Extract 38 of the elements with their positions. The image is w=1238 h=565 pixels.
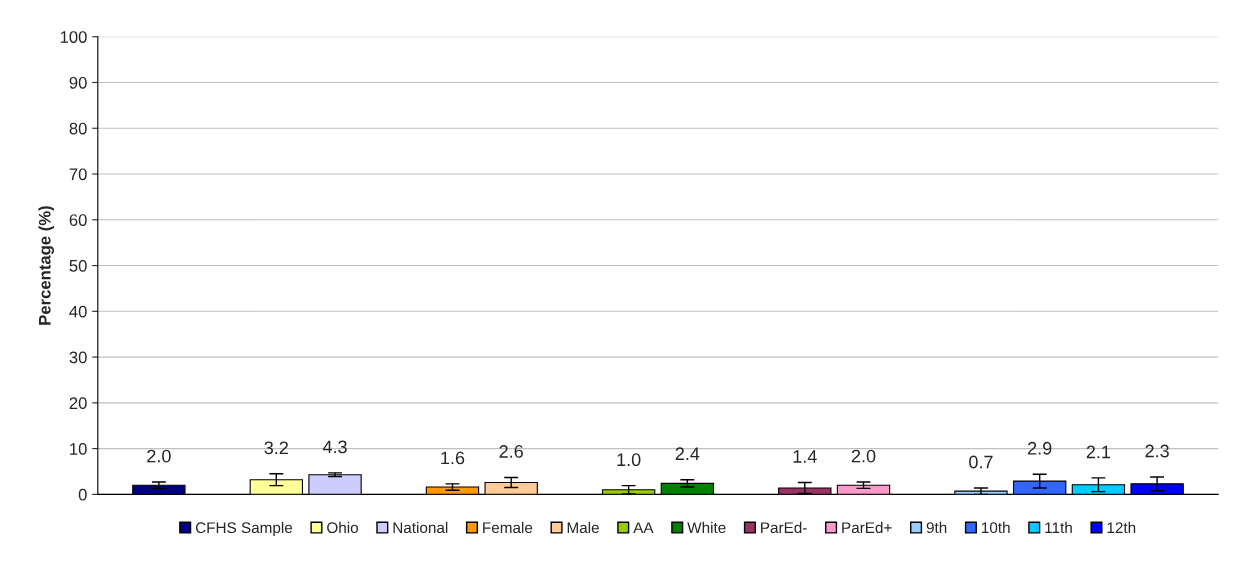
y-tick-label: 80 — [69, 122, 87, 135]
y-tick-label: 20 — [69, 397, 87, 410]
data-label: 2.3 — [1145, 444, 1169, 458]
y-axis-title: Percentage (%) — [38, 206, 55, 325]
y-tick-label: 0 — [78, 488, 87, 501]
data-label: 2.0 — [851, 449, 876, 463]
y-tick-label: 100 — [60, 31, 87, 43]
y-tick-label: 50 — [69, 259, 87, 272]
data-label: 2.6 — [499, 445, 523, 458]
legend-label: ParEd- — [761, 521, 807, 534]
y-tick-label: 10 — [70, 443, 87, 455]
data-label: 0.7 — [969, 455, 993, 469]
legend-label: Male — [567, 521, 599, 534]
data-label: 2.9 — [1028, 441, 1052, 455]
data-label: 2.4 — [675, 447, 700, 460]
legend-label: National — [393, 521, 448, 534]
data-label: 4.3 — [322, 440, 347, 454]
y-tick-label: 30 — [69, 351, 87, 364]
legend-label: 9th — [926, 521, 947, 534]
legend-label: White — [687, 521, 726, 534]
legend-label: CFHS Sample — [195, 521, 293, 537]
legend-label: 11th — [1045, 521, 1072, 534]
data-label: 2.0 — [147, 449, 171, 463]
legend-label: Female — [483, 521, 533, 534]
legend-label: Ohio — [327, 521, 359, 534]
legend-label: 10th — [982, 521, 1010, 534]
data-label: 1.0 — [617, 453, 641, 467]
legend-label: AA — [633, 522, 654, 533]
legend-label: 12th — [1107, 521, 1136, 534]
y-tick-label: 90 — [69, 76, 87, 89]
legend-label: ParEd+ — [842, 521, 892, 534]
data-label: 1.6 — [441, 451, 465, 465]
y-tick-label: 70 — [69, 168, 87, 181]
y-tick-label: 60 — [69, 214, 87, 226]
data-label: 2.1 — [1086, 445, 1111, 459]
data-label: 3.2 — [264, 441, 288, 455]
data-label: 1.4 — [793, 450, 817, 463]
y-tick-label: 40 — [69, 305, 87, 318]
